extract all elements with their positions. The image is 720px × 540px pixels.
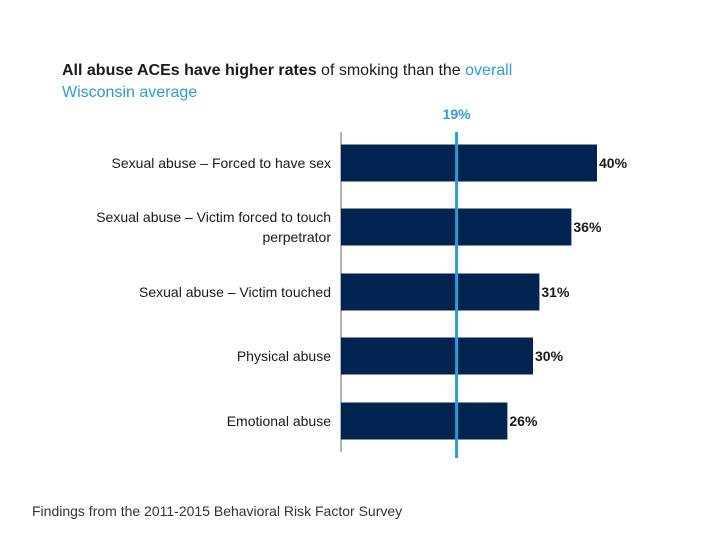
bar-1 (341, 144, 597, 182)
value-label-2: 36% (573, 219, 602, 235)
value-label-4: 30% (535, 348, 564, 364)
category-label-4: Physical abuse (237, 348, 331, 364)
value-label-1: 40% (599, 155, 628, 171)
bar-4 (341, 337, 533, 375)
title-accent-part: overall Wisconsin average (62, 62, 513, 101)
category-label-5: Emotional abuse (227, 413, 332, 429)
category-label-2-line-1: Sexual abuse – Victim forced to touch (96, 209, 331, 225)
value-label-3: 31% (541, 284, 570, 300)
category-label-1: Sexual abuse – Forced to have sex (112, 155, 331, 171)
title-plain-part: of smoking than the (316, 62, 466, 79)
category-label-3: Sexual abuse – Victim touched (139, 284, 331, 300)
source-footnote: Findings from the 2011-2015 Behavioral R… (32, 503, 403, 519)
bar-3 (341, 273, 540, 311)
reference-line-label: 19% (443, 106, 472, 122)
value-label-5: 26% (509, 413, 538, 429)
bar-5 (341, 402, 508, 440)
chart-title: All abuse ACEs have higher rates of smok… (62, 60, 582, 104)
category-label-2-line-2: perpetrator (263, 229, 332, 245)
title-bold-part: All abuse ACEs have higher rates (62, 62, 317, 79)
